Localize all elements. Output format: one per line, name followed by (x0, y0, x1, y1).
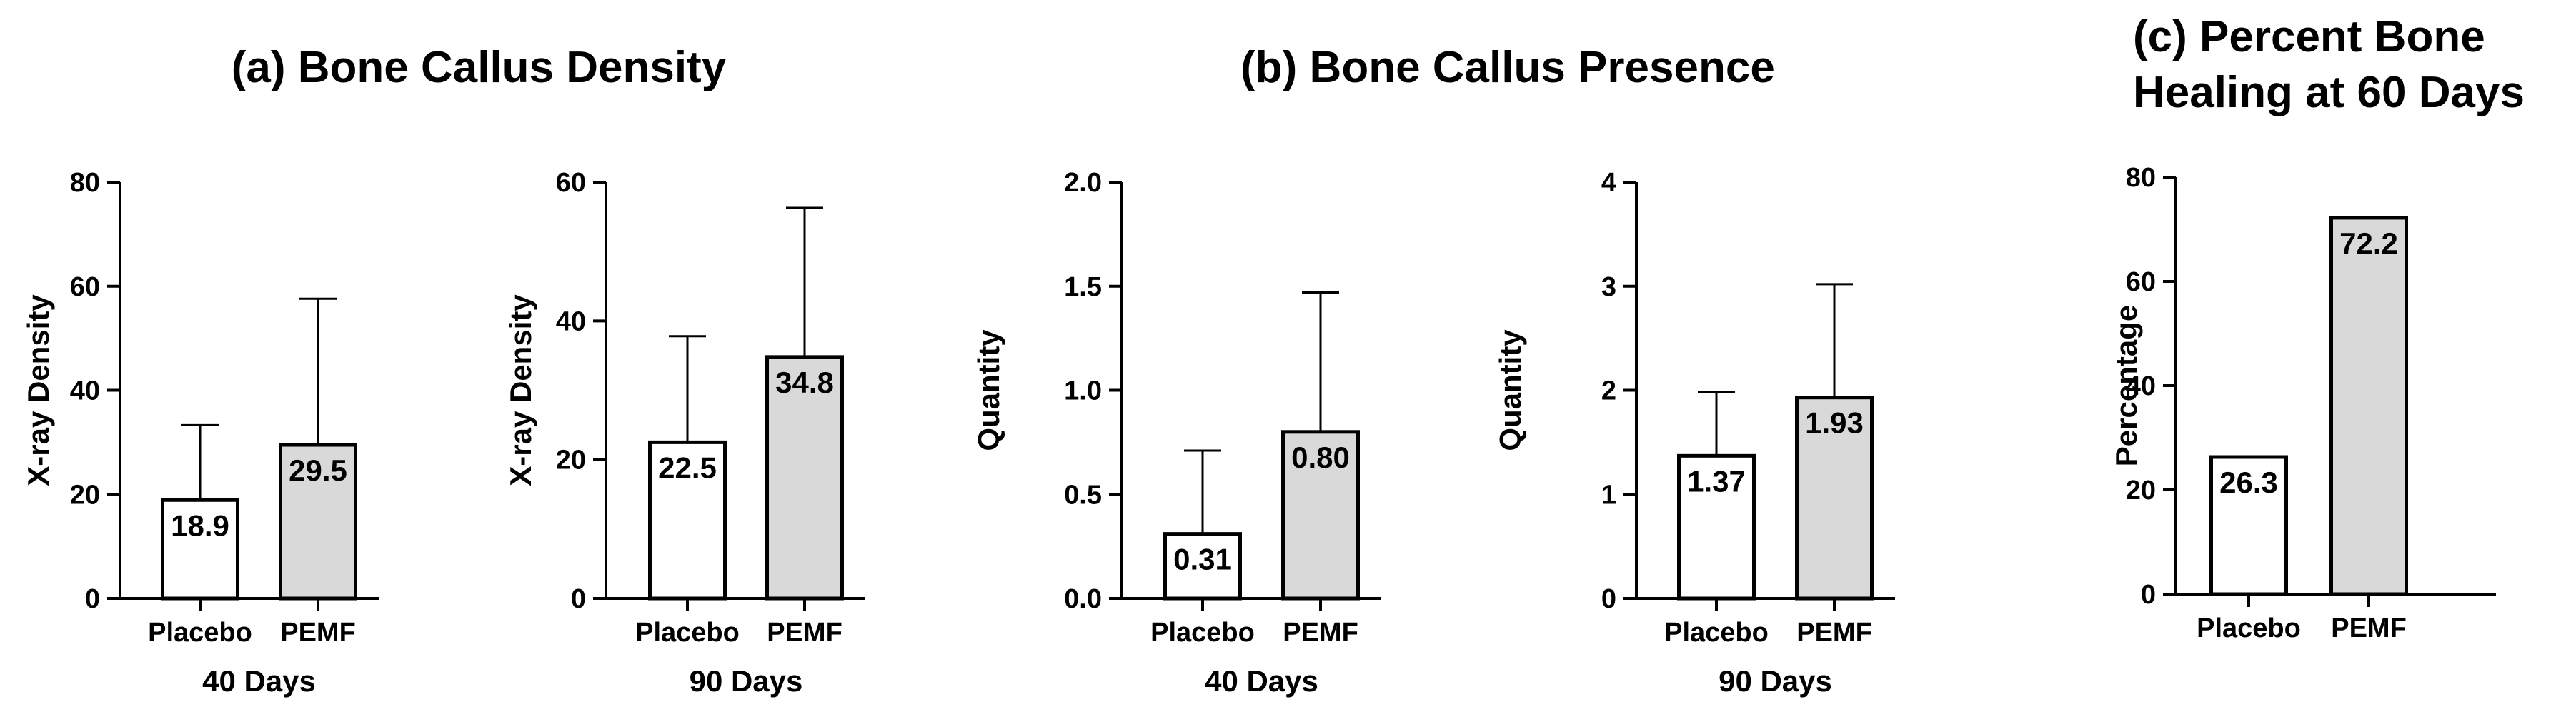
y-tick-label: 1 (1601, 480, 1616, 510)
x-axis-label: 40 Days (1205, 664, 1318, 698)
x-axis-label: 90 Days (690, 664, 803, 698)
data-label: 72.2 (2339, 226, 2398, 260)
chart-5: 0 20 40 60 80 Percentage 26.3 Placebo 72.2 PEMF (2109, 163, 2496, 643)
y-tick-label: 0 (571, 584, 586, 614)
y-tick-label: 20 (2126, 476, 2156, 506)
category-label: PEMF (767, 618, 842, 648)
chart-2: 0 20 40 60 X-ray Density 22.5 Placebo 34.8 PEMF 9… (504, 168, 865, 698)
chart-1: 0 20 40 60 80 X-ray Density 18.9 Placebo 29.5 PEM… (21, 168, 379, 698)
chart-3: 0.0 0.5 1.0 1.5 2.0 Quantity 0.31 Placebo 0.80 PE… (972, 168, 1381, 698)
data-label: 34.8 (775, 366, 834, 399)
x-axis-label: 40 Days (202, 664, 316, 698)
data-label: 26.3 (2219, 466, 2278, 499)
category-label: PEMF (280, 618, 356, 648)
y-tick-label: 80 (70, 168, 100, 198)
y-axis-label: X-ray Density (504, 294, 537, 486)
y-tick-label: 0 (1601, 584, 1616, 614)
y-tick-label: 60 (556, 168, 586, 198)
panel-b-title: (b) Bone Callus Presence (1240, 43, 1775, 92)
panel-c-title-line2: Healing at 60 Days (2133, 68, 2525, 117)
category-label: Placebo (2197, 613, 2301, 643)
category-label: PEMF (1796, 618, 1872, 648)
data-label: 29.5 (289, 453, 347, 487)
data-label: 18.9 (171, 508, 229, 542)
category-label: Placebo (1664, 618, 1769, 648)
y-tick-label: 0 (85, 584, 100, 614)
bar-pemf (1281, 430, 1360, 601)
y-axis-label: Quantity (972, 329, 1005, 451)
panel-a-title: (a) Bone Callus Density (232, 43, 727, 92)
y-tick-label: 60 (70, 272, 100, 302)
y-tick-label: 2.0 (1064, 168, 1102, 198)
chart-4: 0 1 2 3 4 Quantity 1.37 Placebo 1.93 PEMF 90 Days (1493, 168, 1895, 698)
data-label: 0.80 (1291, 441, 1350, 474)
y-tick-label: 0.0 (1064, 584, 1102, 614)
panel-c-title-line1: (c) Percent Bone (2133, 12, 2485, 61)
category-label: PEMF (2331, 613, 2407, 643)
data-label: 0.31 (1173, 543, 1232, 576)
y-tick-label: 40 (556, 306, 586, 336)
y-tick-label: 60 (2126, 267, 2156, 297)
y-tick-label: 4 (1601, 168, 1616, 198)
category-label: Placebo (148, 618, 252, 648)
bar-pemf (279, 443, 357, 601)
bar-placebo (648, 440, 727, 601)
category-label: Placebo (635, 618, 740, 648)
data-label: 1.93 (1805, 406, 1864, 440)
y-axis-label: X-ray Density (21, 294, 55, 486)
y-tick-label: 40 (70, 376, 100, 406)
bar-pemf (1795, 396, 1874, 601)
y-tick-label: 20 (556, 446, 586, 476)
y-axis-label: Quantity (1493, 329, 1527, 451)
bar-pemf (765, 355, 844, 601)
y-tick-label: 80 (2126, 163, 2156, 193)
x-axis-label: 90 Days (1719, 664, 1832, 698)
data-label: 1.37 (1687, 464, 1746, 498)
category-label: PEMF (1283, 618, 1358, 648)
y-tick-label: 20 (70, 480, 100, 510)
y-tick-label: 2 (1601, 376, 1616, 406)
y-tick-label: 0.5 (1064, 480, 1102, 510)
bar-pemf (2329, 216, 2408, 596)
bar-placebo (2209, 455, 2288, 596)
y-axis-label: Percentage (2109, 305, 2143, 466)
data-label: 22.5 (658, 451, 717, 484)
y-tick-label: 1.0 (1064, 376, 1102, 406)
y-tick-label: 3 (1601, 272, 1616, 302)
category-label: Placebo (1150, 618, 1255, 648)
bar-placebo (161, 498, 239, 601)
y-tick-label: 1.5 (1064, 272, 1102, 302)
y-tick-label: 40 (2126, 371, 2156, 401)
y-tick-label: 0 (2141, 580, 2156, 610)
